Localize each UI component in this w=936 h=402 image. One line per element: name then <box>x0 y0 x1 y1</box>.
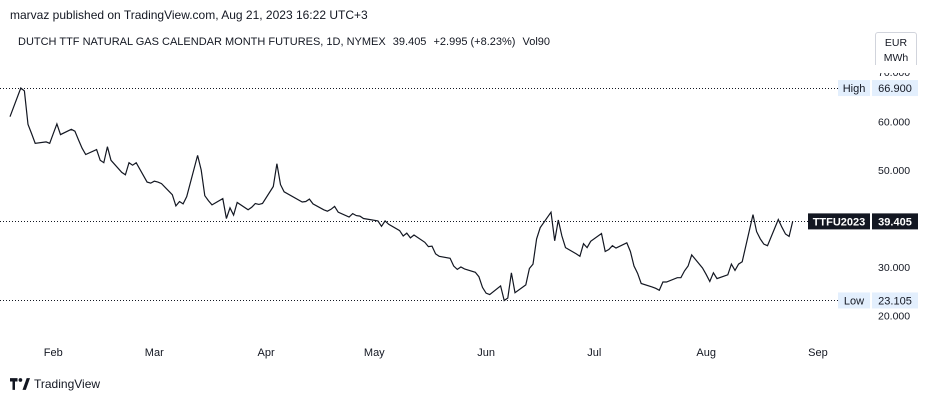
symbol-tag-label: TTFU2023 <box>813 216 866 228</box>
high-value: 66.900 <box>878 83 912 95</box>
footer-brand-label: TradingView <box>34 377 101 391</box>
price-tags: High 66.900 TTFU2023 39.405 Low 23.105 <box>808 80 918 309</box>
y-tick-label: 50.000 <box>878 165 910 177</box>
x-tick-label: Jul <box>587 347 601 359</box>
symbol-tag-bg <box>808 213 870 230</box>
high-tag-bg <box>838 80 870 97</box>
currency-unit-button[interactable]: EUR MWh <box>875 32 917 68</box>
volume-indicator[interactable]: Vol90 <box>522 36 551 48</box>
symbol-title: DUTCH TTF NATURAL GAS CALENDAR MONTH FUT… <box>18 36 386 48</box>
last-price: 39.405 <box>392 36 427 48</box>
clipped-top-tick: 70.000 <box>866 65 936 79</box>
x-tick-label: Jun <box>477 347 495 359</box>
x-tick-label: Feb <box>44 347 63 359</box>
chart-legend: DUTCH TTF NATURAL GAS CALENDAR MONTH FUT… <box>18 36 554 48</box>
x-tick-label: Aug <box>696 347 716 359</box>
symbol-value: 39.405 <box>878 216 912 228</box>
low-value-bg <box>872 292 918 309</box>
y-tick-label: 30.000 <box>878 262 910 274</box>
low-value: 23.105 <box>878 295 912 307</box>
high-value-bg <box>872 80 918 97</box>
symbol-value-bg <box>872 213 918 230</box>
price-change: +2.995 (+8.23%) <box>433 36 516 48</box>
x-tick-label: Apr <box>258 347 275 359</box>
y-tick-label: 20.000 <box>878 311 910 323</box>
currency-label: EUR <box>884 37 908 49</box>
guide-lines <box>0 88 840 301</box>
y-axis: 60.000 50.000 30.000 20.000 <box>878 117 910 323</box>
high-tag-label: High <box>843 83 866 95</box>
unit-label: MWh <box>883 52 909 64</box>
x-axis: Feb Mar Apr May Jun Jul Aug Sep <box>44 347 828 359</box>
low-tag-label: Low <box>844 295 864 307</box>
x-tick-label: Mar <box>145 347 164 359</box>
footer-brand[interactable]: TradingView <box>10 377 100 391</box>
y-tick-label: 60.000 <box>878 117 910 129</box>
x-tick-label: Sep <box>808 347 828 359</box>
x-tick-label: May <box>364 347 385 359</box>
price-series-line <box>9 87 794 302</box>
publisher-line: marvaz published on TradingView.com, Aug… <box>10 8 368 22</box>
low-tag-bg <box>838 292 870 309</box>
tradingview-logo-icon <box>10 378 30 390</box>
